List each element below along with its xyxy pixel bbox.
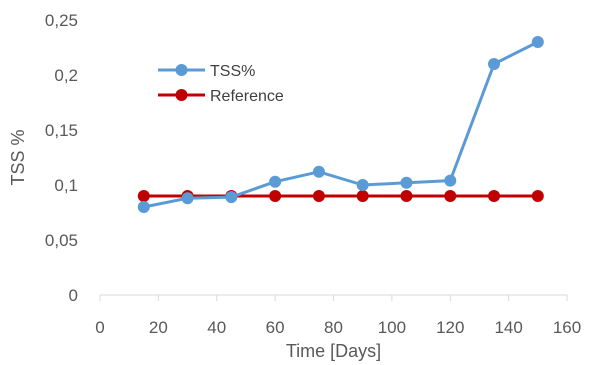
data-point-reference (400, 190, 413, 202)
data-point-tss (356, 179, 369, 191)
x-tick-label: 60 (266, 318, 285, 337)
data-point-tss (312, 165, 325, 178)
y-tick-label: 0,2 (54, 66, 78, 85)
y-axis-title: TSS % (8, 129, 28, 185)
x-axis-ticks: 0 20 40 60 80 100 120 140 160 (95, 295, 581, 337)
y-tick-label: 0 (69, 286, 78, 305)
x-tick-label: 120 (436, 318, 464, 337)
data-point-tss (269, 175, 282, 188)
x-axis-title: Time [Days] (286, 341, 381, 361)
y-tick-label: 0,15 (45, 121, 78, 140)
data-point-reference (488, 190, 501, 202)
series-line-tss (143, 40, 539, 209)
y-tick-label: 0,25 (45, 11, 78, 30)
data-point-reference (269, 190, 282, 202)
data-point-tss (444, 174, 457, 187)
data-point-tss (225, 191, 238, 204)
data-point-reference (444, 190, 457, 202)
series-layer (137, 36, 544, 213)
data-point-tss (181, 192, 194, 205)
x-tick-label: 140 (494, 318, 522, 337)
legend-entry-tss: TSS% (158, 63, 255, 80)
data-point-reference (531, 190, 544, 202)
y-axis-ticks: 0 0,05 0,1 0,15 0,2 0,25 (45, 11, 78, 305)
x-tick-label: 40 (207, 318, 226, 337)
x-tick-label: 20 (149, 318, 168, 337)
x-tick-label: 160 (553, 318, 581, 337)
data-point-reference (312, 190, 325, 202)
y-tick-label: 0,05 (45, 231, 78, 250)
x-tick-label: 80 (324, 318, 343, 337)
legend-label-tss: TSS% (210, 63, 255, 80)
data-point-tss (488, 58, 501, 70)
data-point-reference (137, 190, 150, 202)
legend: TSS% Reference (158, 63, 284, 105)
legend-label-reference: Reference (210, 88, 284, 105)
series-reference (137, 190, 544, 202)
y-tick-label: 0,1 (54, 176, 78, 195)
x-tick-label: 0 (95, 318, 104, 337)
series-tss (137, 36, 544, 213)
data-point-tss (531, 36, 544, 48)
data-point-reference (356, 190, 369, 202)
data-point-tss (400, 176, 413, 189)
legend-entry-reference: Reference (158, 88, 284, 105)
x-tick-label: 100 (378, 318, 406, 337)
legend-marker-tss (175, 64, 188, 76)
legend-marker-reference (175, 89, 188, 101)
data-point-tss (137, 201, 150, 213)
